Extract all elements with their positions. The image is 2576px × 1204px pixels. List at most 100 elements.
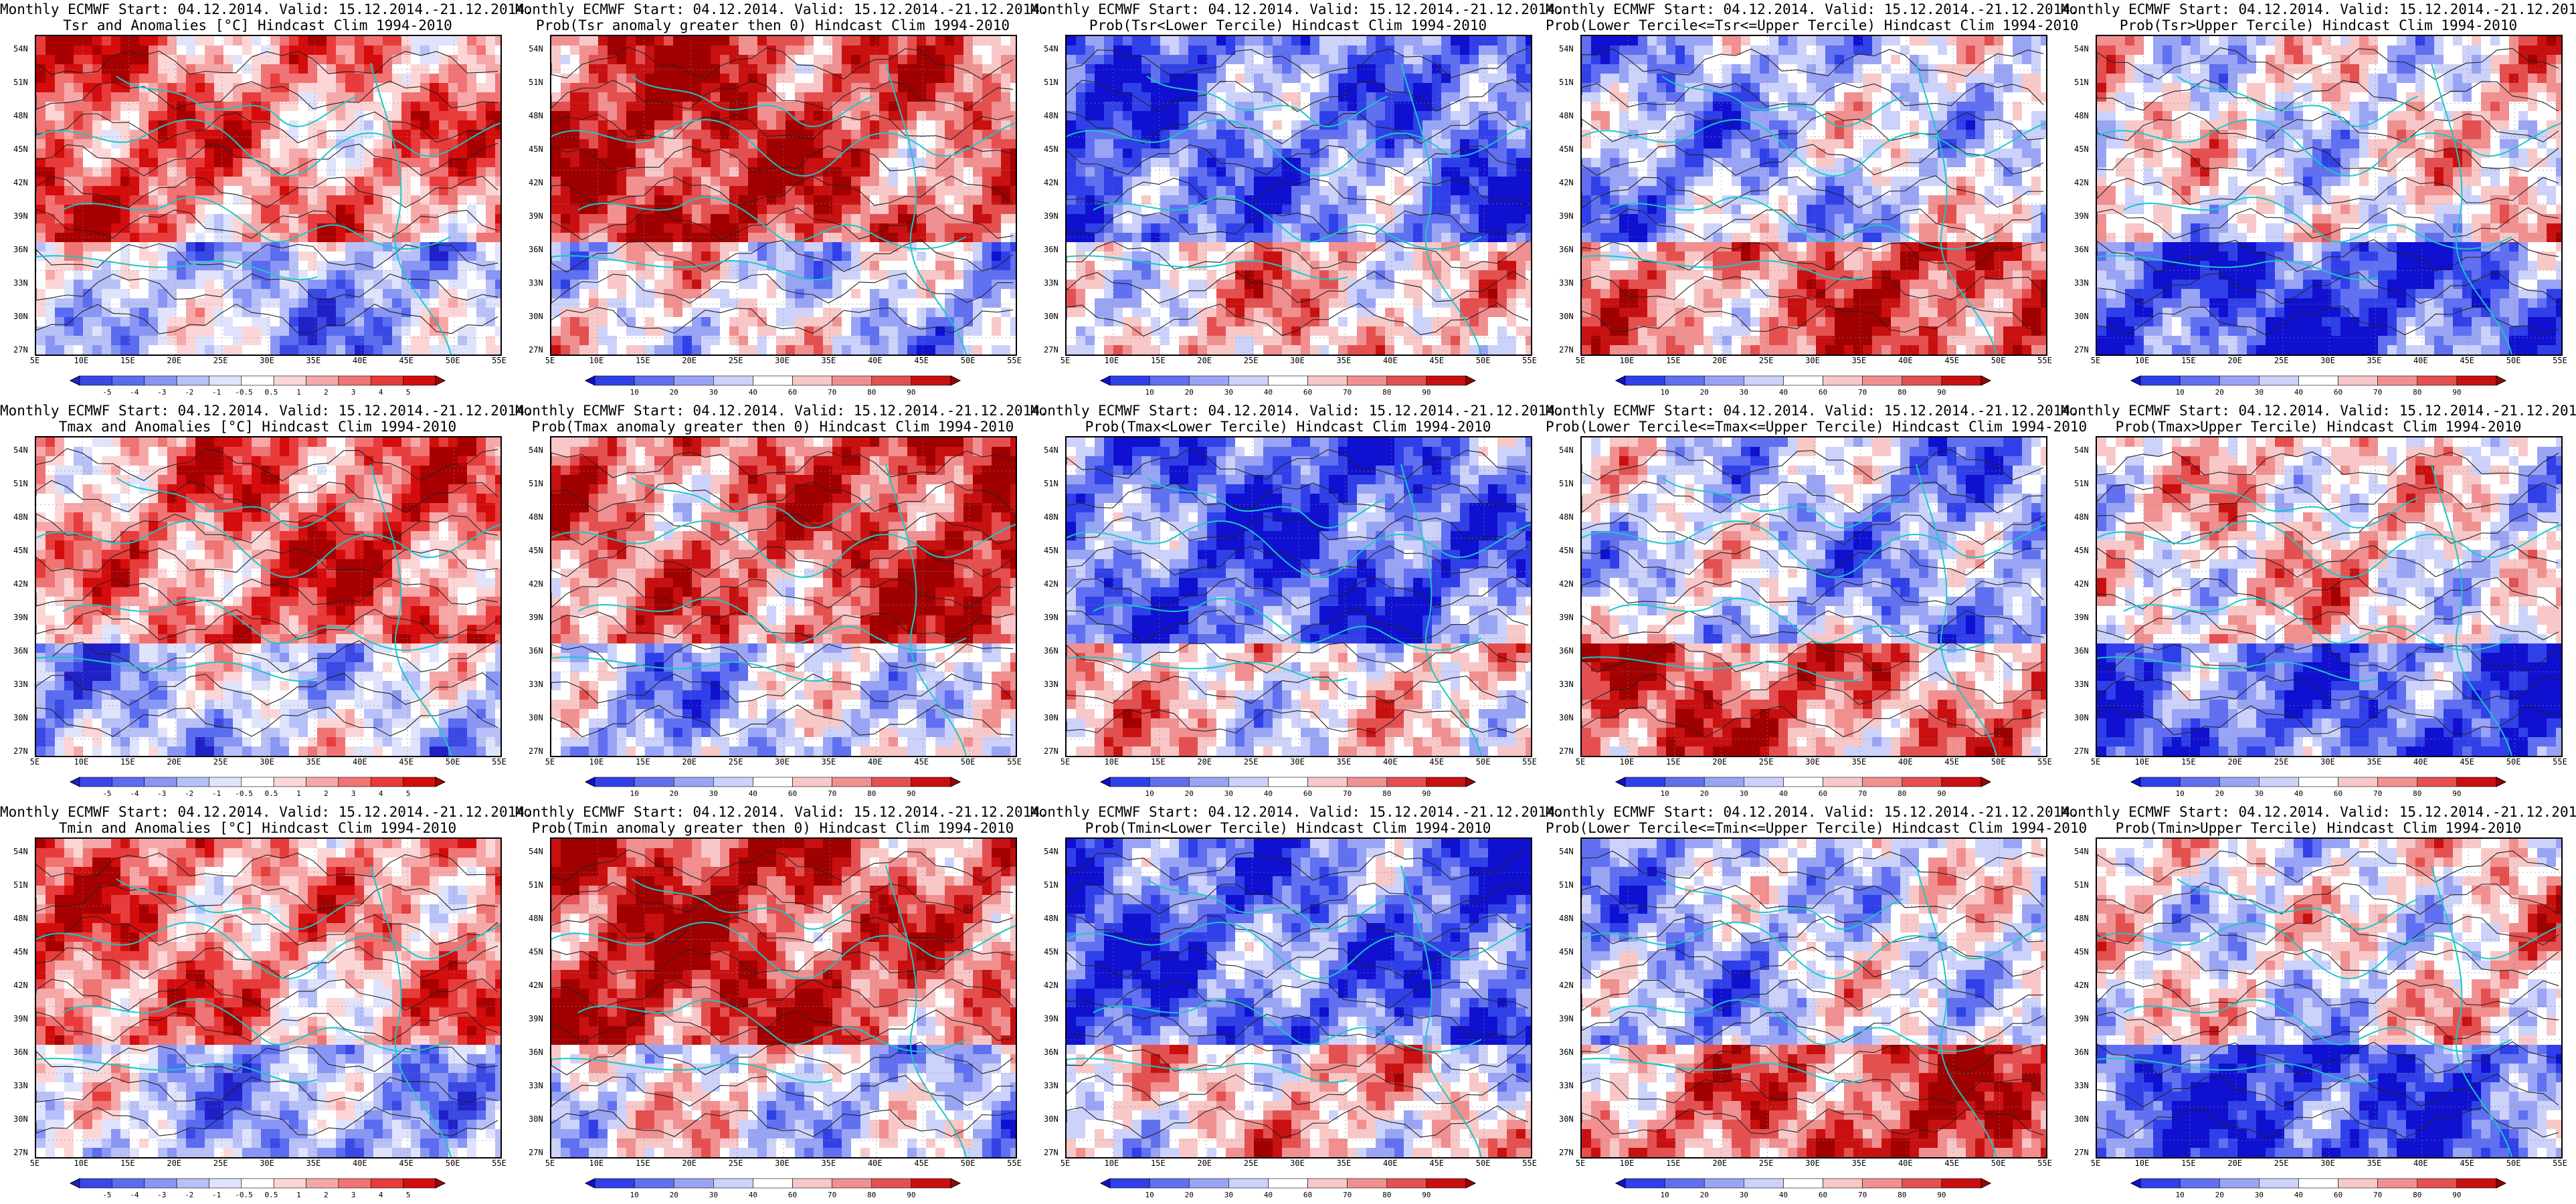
lon-label: 25E (213, 757, 228, 767)
panel-title-line1: Monthly ECMWF Start: 04.12.2014. Valid: … (1030, 403, 1564, 419)
lon-label: 55E (1007, 757, 1022, 767)
colorbar (1615, 777, 1992, 787)
colorbar-tick-label: 20 (1185, 1191, 1194, 1199)
colorbar-tick-label: 40 (2294, 789, 2303, 798)
lat-label: 27N (2074, 1148, 2089, 1157)
lat-label: 54N (2074, 847, 2089, 856)
lon-label: 30E (1805, 757, 1820, 767)
colorbar-tick-label: 60 (788, 388, 797, 397)
lon-label: 15E (120, 1159, 135, 1168)
lon-label: 30E (775, 757, 790, 767)
contour-map (1065, 35, 1532, 356)
lon-label: 30E (1805, 1159, 1820, 1168)
colorbar-tick-label: 20 (1185, 789, 1194, 798)
colorbar-tick-label: 30 (1224, 1191, 1233, 1199)
colorbar-tick-label: 60 (2334, 1191, 2342, 1199)
colorbar-tick-label: 3 (351, 388, 356, 397)
lat-label: 36N (1559, 1047, 1574, 1057)
lat-label: 39N (2074, 1014, 2089, 1023)
lat-label: 42N (1044, 178, 1059, 187)
forecast-map-panel: Monthly ECMWF Start: 04.12.2014. Valid: … (0, 401, 533, 803)
colorbar (1615, 375, 1992, 386)
colorbar (2130, 1178, 2507, 1189)
lat-label: 36N (1044, 245, 1059, 254)
lat-label: 27N (1559, 1148, 1574, 1157)
lon-label: 30E (2320, 757, 2335, 767)
colorbar-tick-label: 4 (379, 388, 383, 397)
lon-label: 35E (1337, 757, 1352, 767)
colorbar (2130, 375, 2507, 386)
lat-label: 30N (13, 1114, 28, 1124)
lon-label: 50E (2506, 1159, 2521, 1168)
lon-label: 55E (1522, 1159, 1537, 1168)
colorbar-tick-label: 30 (1740, 1191, 1748, 1199)
colorbar-tick-label: 80 (2413, 789, 2421, 798)
lat-label: 39N (529, 1014, 543, 1023)
lat-label: 42N (2074, 178, 2089, 187)
colorbar-tick-label: 90 (2452, 789, 2461, 798)
lat-label: 33N (529, 680, 543, 689)
colorbar-tick-label: -1 (212, 388, 221, 397)
lat-label: 51N (1559, 880, 1574, 890)
lat-label: 48N (1044, 111, 1059, 120)
lon-label: 15E (1151, 356, 1166, 365)
lat-label: 54N (1044, 847, 1059, 856)
lon-label: 25E (729, 1159, 743, 1168)
lon-label: 40E (1383, 757, 1398, 767)
lon-axis: 5E 10E 15E 20E 25E 30E 35E 40E 45E 50E 55E (2091, 757, 2567, 768)
colorbar-tick-label: 90 (1422, 789, 1431, 798)
lat-label: 27N (1044, 746, 1059, 756)
panel-title-line1: Monthly ECMWF Start: 04.12.2014. Valid: … (0, 403, 533, 419)
lon-label: 10E (1620, 757, 1635, 767)
lat-label: 39N (2074, 613, 2089, 622)
lon-label: 40E (353, 757, 367, 767)
lon-label: 55E (492, 356, 507, 365)
colorbar-tick-label: 30 (2255, 388, 2264, 397)
colorbar-tick-label: 10 (1660, 789, 1669, 798)
lon-label: 55E (1007, 1159, 1022, 1168)
lon-label: 20E (167, 1159, 181, 1168)
lat-label: 54N (13, 847, 28, 856)
lat-label: 51N (13, 880, 28, 890)
lon-axis: 5E 10E 15E 20E 25E 30E 35E 40E 45E 50E 55E (1061, 1159, 1537, 1169)
lat-label: 42N (1559, 178, 1574, 187)
colorbar-tick-label: 10 (1660, 388, 1669, 397)
lon-label: 5E (1576, 356, 1585, 365)
colorbar-swatches (69, 375, 446, 386)
colorbar-tick-label: 40 (749, 789, 757, 798)
colorbar-tick-label: 80 (1898, 388, 1906, 397)
colorbar-tick-label: 90 (907, 1191, 915, 1199)
colorbar-tick-label: 20 (670, 1191, 678, 1199)
colorbar-tick-label: 2 (324, 388, 329, 397)
lon-label: 10E (2135, 757, 2150, 767)
lat-label: 42N (13, 178, 28, 187)
lon-label: 10E (2135, 356, 2150, 365)
lon-label: 50E (1991, 757, 2006, 767)
colorbar-tick-label: 60 (2334, 789, 2342, 798)
lat-label: 54N (13, 44, 28, 54)
lon-label: 30E (260, 356, 274, 365)
contour-map (2096, 837, 2563, 1159)
colorbar (584, 777, 961, 787)
colorbar-tick-label: 90 (907, 789, 915, 798)
forecast-map-panel: Monthly ECMWF Start: 04.12.2014. Valid: … (2061, 401, 2576, 803)
lat-label: 48N (13, 512, 28, 522)
colorbar (69, 1178, 446, 1189)
colorbar-tick-label: -3 (157, 1191, 166, 1199)
lon-label: 50E (2506, 356, 2521, 365)
lon-label: 40E (1383, 1159, 1398, 1168)
lon-label: 50E (446, 356, 460, 365)
colorbar-swatches (1099, 375, 1477, 386)
lon-axis: 5E 10E 15E 20E 25E 30E 35E 40E 45E 50E 55E (1576, 1159, 2052, 1169)
lon-label: 10E (1620, 1159, 1635, 1168)
lon-label: 40E (2413, 1159, 2428, 1168)
colorbar-tick-label: 60 (788, 1191, 797, 1199)
lat-label: 39N (1044, 1014, 1059, 1023)
lat-label: 54N (1559, 445, 1574, 455)
colorbar-tick-label: 20 (2215, 388, 2224, 397)
lat-label: 51N (2074, 880, 2089, 890)
lat-label: 36N (1559, 646, 1574, 656)
colorbar-tick-label: 5 (406, 789, 411, 798)
lat-label: 36N (1044, 1047, 1059, 1057)
map-canvas (2097, 839, 2561, 1157)
